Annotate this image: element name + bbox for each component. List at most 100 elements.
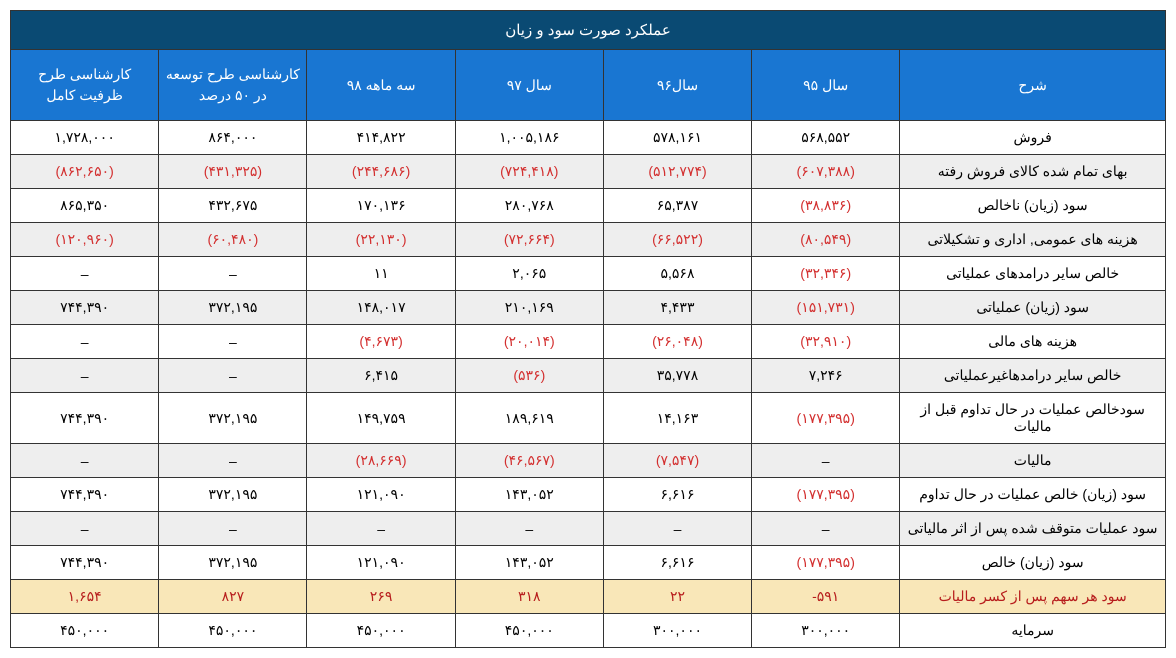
cell-value: ۱۴۹,۷۵۹ bbox=[307, 393, 455, 444]
col-header: شرح bbox=[900, 50, 1166, 121]
cell-value: ۴۱۴,۸۲۲ bbox=[307, 121, 455, 155]
cell-value: – bbox=[11, 359, 159, 393]
cell-value: ۱,۷۲۸,۰۰۰ bbox=[11, 121, 159, 155]
row-label: هزینه های عمومی, اداری و تشکیلاتی bbox=[900, 223, 1166, 257]
cell-value: (۷۲۴,۴۱۸) bbox=[455, 155, 603, 189]
cell-value: – bbox=[159, 325, 307, 359]
cell-value: ۳۱۸ bbox=[455, 580, 603, 614]
row-label: بهای تمام شده کالای فروش رفته bbox=[900, 155, 1166, 189]
cell-value: – bbox=[159, 257, 307, 291]
cell-value: ۸۲۷ bbox=[159, 580, 307, 614]
cell-value: (۷۲,۶۶۴) bbox=[455, 223, 603, 257]
col-header: سال ۹۷ bbox=[455, 50, 603, 121]
cell-value: (۵۳۶) bbox=[455, 359, 603, 393]
cell-value: ۷۴۴,۳۹۰ bbox=[11, 291, 159, 325]
table-row: سود (زیان) ناخالص(۳۸,۸۳۶)۶۵,۳۸۷۲۸۰,۷۶۸۱۷… bbox=[11, 189, 1166, 223]
cell-value: ۶۵,۳۸۷ bbox=[603, 189, 751, 223]
cell-value: (۸۰,۵۴۹) bbox=[752, 223, 900, 257]
cell-value: – bbox=[603, 512, 751, 546]
table-title: عملکرد صورت سود و زیان bbox=[11, 11, 1166, 50]
title-row: عملکرد صورت سود و زیان bbox=[11, 11, 1166, 50]
cell-value: ۴۵۰,۰۰۰ bbox=[307, 614, 455, 648]
cell-value: ۶,۴۱۵ bbox=[307, 359, 455, 393]
cell-value: ۲۸۰,۷۶۸ bbox=[455, 189, 603, 223]
cell-value: (۲۸,۶۶۹) bbox=[307, 444, 455, 478]
cell-value: ۳۰۰,۰۰۰ bbox=[603, 614, 751, 648]
row-label: سود (زیان) خالص bbox=[900, 546, 1166, 580]
table-row: سود (زیان) خالص(۱۷۷,۳۹۵)۶,۶۱۶۱۴۳,۰۵۲۱۲۱,… bbox=[11, 546, 1166, 580]
cell-value: – bbox=[307, 512, 455, 546]
table-row: هزینه های مالی(۳۲,۹۱۰)(۲۶,۰۴۸)(۲۰,۰۱۴)(۴… bbox=[11, 325, 1166, 359]
col-header: کارشناسی طرح توسعه در ۵۰ درصد bbox=[159, 50, 307, 121]
cell-value: – bbox=[752, 512, 900, 546]
row-label: سود (زیان) عملیاتی bbox=[900, 291, 1166, 325]
table-row: سودخالص عملیات در حال تداوم قبل از مالیا… bbox=[11, 393, 1166, 444]
cell-value: ۱۷۰,۱۳۶ bbox=[307, 189, 455, 223]
cell-value: – bbox=[11, 257, 159, 291]
row-label: خالص سایر درامدهای عملیاتی bbox=[900, 257, 1166, 291]
cell-value: ۱۴,۱۶۳ bbox=[603, 393, 751, 444]
cell-value: ۸۶۵,۳۵۰ bbox=[11, 189, 159, 223]
table-row: مالیات–(۷,۵۴۷)(۴۶,۵۶۷)(۲۸,۶۶۹)–– bbox=[11, 444, 1166, 478]
cell-value: ۳۷۲,۱۹۵ bbox=[159, 478, 307, 512]
cell-value: (۶۰۷,۳۸۸) bbox=[752, 155, 900, 189]
cell-value: (۷,۵۴۷) bbox=[603, 444, 751, 478]
row-label: مالیات bbox=[900, 444, 1166, 478]
cell-value: (۱۵۱,۷۳۱) bbox=[752, 291, 900, 325]
table-row: سود هر سهم پس از کسر مالیات۵۹۱-۲۲۳۱۸۲۶۹۸… bbox=[11, 580, 1166, 614]
table-row: هزینه های عمومی, اداری و تشکیلاتی(۸۰,۵۴۹… bbox=[11, 223, 1166, 257]
cell-value: ۲,۰۶۵ bbox=[455, 257, 603, 291]
cell-value: ۱۴۳,۰۵۲ bbox=[455, 478, 603, 512]
pl-table: عملکرد صورت سود و زیان شرح سال ۹۵ سال۹۶ … bbox=[10, 10, 1166, 648]
cell-value: ۱۱ bbox=[307, 257, 455, 291]
cell-value: ۱۴۳,۰۵۲ bbox=[455, 546, 603, 580]
table-row: فروش۵۶۸,۵۵۲۵۷۸,۱۶۱۱,۰۰۵,۱۸۶۴۱۴,۸۲۲۸۶۴,۰۰… bbox=[11, 121, 1166, 155]
cell-value: ۷,۲۴۶ bbox=[752, 359, 900, 393]
cell-value: ۱,۰۰۵,۱۸۶ bbox=[455, 121, 603, 155]
table-body: فروش۵۶۸,۵۵۲۵۷۸,۱۶۱۱,۰۰۵,۱۸۶۴۱۴,۸۲۲۸۶۴,۰۰… bbox=[11, 121, 1166, 648]
row-label: سودخالص عملیات در حال تداوم قبل از مالیا… bbox=[900, 393, 1166, 444]
cell-value: ۱۲۱,۰۹۰ bbox=[307, 546, 455, 580]
cell-value: ۵۶۸,۵۵۲ bbox=[752, 121, 900, 155]
cell-value: (۲۴۴,۶۸۶) bbox=[307, 155, 455, 189]
cell-value: ۴۳۲,۶۷۵ bbox=[159, 189, 307, 223]
cell-value: ۲۱۰,۱۶۹ bbox=[455, 291, 603, 325]
row-label: سود (زیان) ناخالص bbox=[900, 189, 1166, 223]
cell-value: (۳۲,۳۴۶) bbox=[752, 257, 900, 291]
row-label: فروش bbox=[900, 121, 1166, 155]
row-label: سود هر سهم پس از کسر مالیات bbox=[900, 580, 1166, 614]
cell-value: (۲۲,۱۳۰) bbox=[307, 223, 455, 257]
col-header: سه ماهه ۹۸ bbox=[307, 50, 455, 121]
col-header: سال ۹۵ bbox=[752, 50, 900, 121]
cell-value: – bbox=[11, 512, 159, 546]
cell-value: ۱۲۱,۰۹۰ bbox=[307, 478, 455, 512]
row-label: هزینه های مالی bbox=[900, 325, 1166, 359]
header-row: شرح سال ۹۵ سال۹۶ سال ۹۷ سه ماهه ۹۸ کارشن… bbox=[11, 50, 1166, 121]
cell-value: ۴۵۰,۰۰۰ bbox=[455, 614, 603, 648]
row-label: خالص سایر درامدهاغیرعملیاتی bbox=[900, 359, 1166, 393]
cell-value: (۴۶,۵۶۷) bbox=[455, 444, 603, 478]
cell-value: ۴۵۰,۰۰۰ bbox=[159, 614, 307, 648]
col-header: سال۹۶ bbox=[603, 50, 751, 121]
cell-value: ۳۰۰,۰۰۰ bbox=[752, 614, 900, 648]
row-label: سرمایه bbox=[900, 614, 1166, 648]
cell-value: ۱۸۹,۶۱۹ bbox=[455, 393, 603, 444]
cell-value: (۱۷۷,۳۹۵) bbox=[752, 478, 900, 512]
table-row: خالص سایر درامدهای عملیاتی(۳۲,۳۴۶)۵,۵۶۸۲… bbox=[11, 257, 1166, 291]
cell-value: (۵۱۲,۷۷۴) bbox=[603, 155, 751, 189]
cell-value: ۵,۵۶۸ bbox=[603, 257, 751, 291]
cell-value: – bbox=[752, 444, 900, 478]
cell-value: ۳۷۲,۱۹۵ bbox=[159, 546, 307, 580]
cell-value: (۱۲۰,۹۶۰) bbox=[11, 223, 159, 257]
cell-value: – bbox=[159, 512, 307, 546]
table-row: بهای تمام شده کالای فروش رفته(۶۰۷,۳۸۸)(۵… bbox=[11, 155, 1166, 189]
cell-value: – bbox=[159, 359, 307, 393]
cell-value: ۱۴۸,۰۱۷ bbox=[307, 291, 455, 325]
cell-value: – bbox=[11, 325, 159, 359]
cell-value: ۲۲ bbox=[603, 580, 751, 614]
cell-value: ۸۶۴,۰۰۰ bbox=[159, 121, 307, 155]
cell-value: ۳۵,۷۷۸ bbox=[603, 359, 751, 393]
table-row: سود (زیان) خالص عملیات در حال تداوم(۱۷۷,… bbox=[11, 478, 1166, 512]
cell-value: (۴,۶۷۳) bbox=[307, 325, 455, 359]
cell-value: ۴۵۰,۰۰۰ bbox=[11, 614, 159, 648]
